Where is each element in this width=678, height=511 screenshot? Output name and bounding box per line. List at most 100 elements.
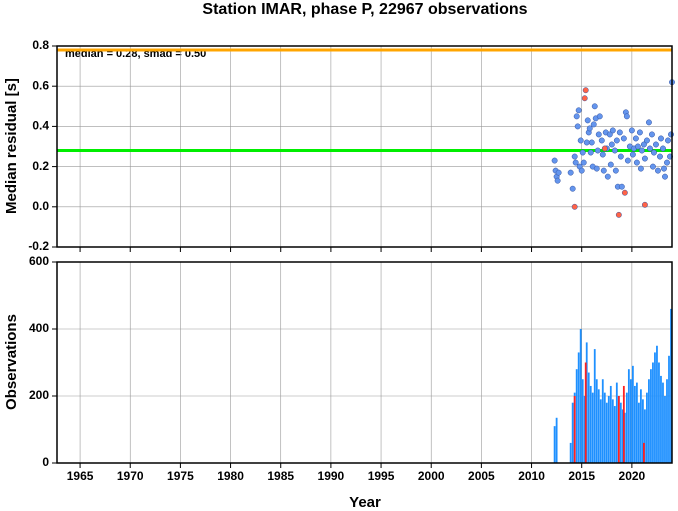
bar (650, 369, 652, 463)
bar (605, 402, 608, 463)
data-point (588, 139, 595, 146)
bar (589, 385, 592, 463)
bar (646, 392, 648, 463)
data-point (596, 113, 603, 120)
y-tick-label: 0.8 (32, 38, 49, 52)
data-point (655, 167, 661, 174)
y-tick-label: 600 (29, 254, 49, 268)
bar (642, 399, 644, 463)
data-point (641, 155, 648, 162)
bar (579, 329, 582, 463)
data-point (621, 189, 628, 196)
chart-title: Station IMAR, phase P, 22967 observation… (202, 1, 527, 18)
y-tick-label: 200 (29, 388, 49, 402)
bar (603, 392, 606, 463)
y-axis-label: Median residual [s] (3, 78, 20, 214)
bar (670, 308, 672, 463)
data-point (616, 129, 623, 136)
data-point (601, 145, 608, 152)
bar (611, 399, 614, 463)
bar (569, 442, 572, 463)
bar (583, 396, 586, 463)
data-point (658, 135, 664, 142)
data-point (571, 153, 578, 160)
bar (664, 396, 666, 463)
bar (553, 426, 556, 463)
bar (571, 402, 574, 463)
data-point (584, 117, 591, 124)
data-point (587, 149, 594, 156)
data-point (586, 125, 593, 132)
data-point (664, 159, 670, 166)
x-tick-label: 2005 (468, 469, 495, 483)
data-point (650, 149, 657, 156)
plot-frame (56, 261, 673, 464)
bar (601, 379, 604, 463)
data-point (646, 145, 653, 152)
bar (635, 382, 638, 463)
data-point (649, 163, 656, 170)
bar (575, 369, 578, 463)
plot-frame (56, 45, 673, 248)
data-point (607, 161, 614, 168)
data-point (620, 135, 627, 142)
data-point (579, 149, 586, 156)
bar (615, 382, 618, 463)
data-point (624, 157, 631, 164)
data-point (640, 141, 647, 148)
bar (633, 385, 636, 463)
x-tick-label: 1970 (117, 469, 144, 483)
bar (599, 399, 602, 463)
data-point (634, 143, 641, 150)
y-tick-label: -0.2 (28, 239, 49, 253)
bar (587, 372, 590, 463)
data-point (575, 107, 582, 114)
data-point (617, 153, 624, 160)
y-tick-label: 0 (42, 455, 49, 469)
bar (577, 352, 580, 463)
y-tick-label: 0.4 (32, 119, 49, 133)
data-point (618, 183, 625, 190)
bar (644, 409, 646, 463)
data-point (577, 137, 584, 144)
data-point (648, 131, 655, 138)
bar (666, 379, 668, 463)
data-point (628, 127, 635, 134)
data-point (641, 201, 648, 208)
data-point (657, 153, 663, 160)
data-point (662, 173, 668, 180)
bar (662, 382, 664, 463)
data-point (593, 165, 600, 172)
data-point (583, 139, 590, 146)
bar (593, 349, 596, 463)
x-tick-label: 2000 (418, 469, 445, 483)
data-point (595, 131, 602, 138)
bar (643, 442, 645, 463)
data-point (572, 159, 579, 166)
data-point (661, 165, 667, 172)
data-point (668, 131, 674, 138)
data-point (608, 141, 615, 148)
y-tick-label: 400 (29, 321, 49, 335)
data-point (652, 141, 659, 148)
bar (585, 342, 588, 463)
x-tick-label: 1995 (368, 469, 395, 483)
bar (654, 352, 656, 463)
data-point (594, 147, 601, 154)
data-point (613, 137, 620, 144)
data-point (598, 137, 605, 144)
x-tick-label: 1975 (167, 469, 194, 483)
data-point (623, 113, 630, 120)
data-point (612, 167, 619, 174)
data-point (581, 95, 588, 102)
x-tick-label: 1980 (217, 469, 244, 483)
bar (668, 355, 670, 463)
bar (656, 345, 658, 463)
bar (625, 392, 628, 463)
bar (607, 396, 610, 463)
data-point (638, 147, 645, 154)
data-point (615, 211, 622, 218)
data-point (580, 159, 587, 166)
bar (621, 409, 624, 463)
